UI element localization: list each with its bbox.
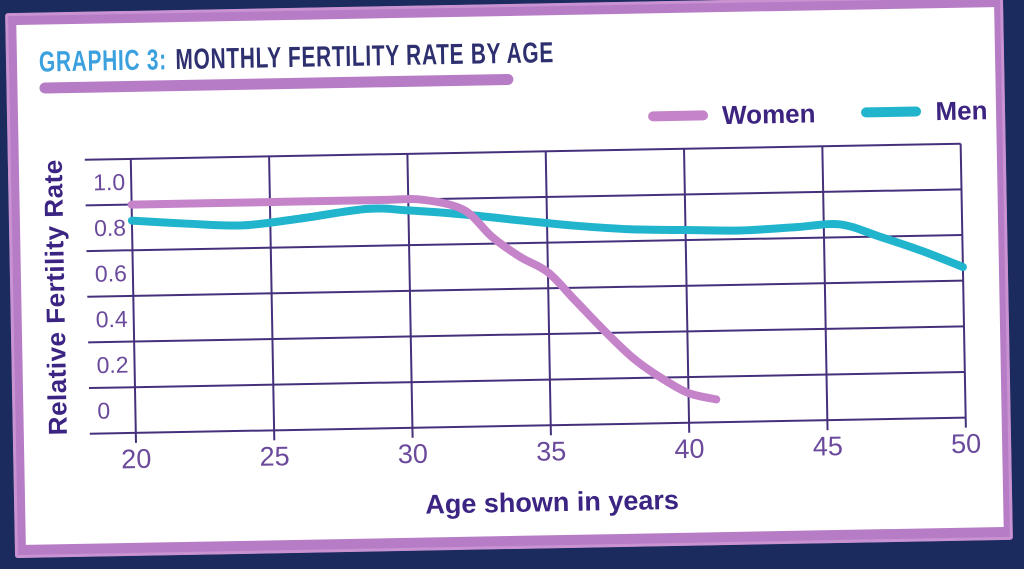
x-axis-title: Age shown in years [425,484,680,520]
page-title: GRAPHIC 3: MONTHLY FERTILITY RATE BY AGE [39,37,555,79]
y-tick-label: 0.2 [96,351,128,378]
men-legend-label: Men [935,94,988,126]
gridline-horizontal [88,370,965,390]
men-series-line [127,204,967,271]
women-line-swatch [647,110,709,122]
y-tick-label: 0 [97,397,110,423]
legend-item-women: Women [647,97,816,132]
legend: Women Men [647,95,988,132]
gridline-horizontal [88,325,965,344]
women-legend-label: Women [721,97,816,130]
gridline-horizontal [89,416,966,435]
y-tick-label: 1.0 [93,169,125,196]
gridline-horizontal [84,142,961,161]
x-tick-label: 20 [121,444,152,475]
x-tick-label: 35 [536,436,567,467]
gridline-horizontal [87,279,964,298]
gridline-vertical [544,151,552,436]
gridline-vertical [959,143,967,428]
y-tick-label: 0.8 [94,215,126,242]
women-series-line [127,194,721,404]
y-tick-label: 0.6 [95,260,127,287]
y-tick-label: 0.4 [95,306,128,333]
x-tick-label: 40 [674,434,705,465]
x-tick-label: 30 [398,439,429,470]
x-tick-label: 50 [951,429,982,460]
poster-frame: GRAPHIC 3: MONTHLY FERTILITY RATE BY AGE … [5,0,1013,559]
gridline-vertical [821,146,829,431]
legend-item-men: Men [861,95,988,128]
y-axis-title: Relative Fertility Rate [37,159,73,436]
gridline-vertical [683,148,691,433]
x-tick-label: 25 [259,441,290,472]
men-line-swatch [861,106,922,118]
plot-area: 1.0 0.8 0.6 0.4 0.2 0 20 25 30 35 40 45 50 [84,142,981,474]
graphic-number-label: GRAPHIC 3: [38,44,168,79]
page-title-text: MONTHLY FERTILITY RATE BY AGE [175,37,555,77]
gridline-horizontal [86,234,963,253]
poster-card: GRAPHIC 3: MONTHLY FERTILITY RATE BY AGE … [16,7,1004,545]
x-tick-label: 45 [813,431,844,462]
